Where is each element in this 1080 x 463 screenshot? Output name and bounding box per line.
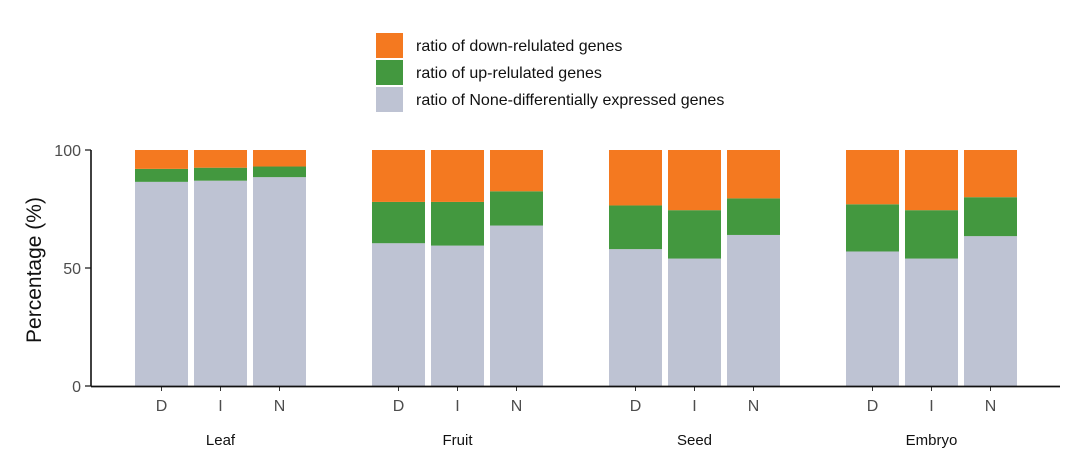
legend-label: ratio of down-relulated genes [416,38,622,55]
x-tick-label: I [218,398,222,415]
y-tick-label: 0 [72,379,81,396]
x-tick-label: N [748,398,760,415]
bar-segment [609,249,662,386]
bar-segment [964,236,1017,386]
bar-segment [490,150,543,192]
axes [85,149,1060,391]
x-tick-label: N [274,398,286,415]
bar-segment [668,258,721,386]
y-tick-label: 100 [54,143,81,160]
bar-segment [372,201,425,244]
legend-label: ratio of None-differentially expressed g… [416,92,724,109]
bar-segment [668,210,721,259]
bar-segment [372,150,425,202]
legend-label: ratio of up-relulated genes [416,65,602,82]
bar-segment [490,225,543,386]
bar-segment [253,177,306,386]
group-label: Fruit [443,432,474,449]
bar-segment [135,181,188,386]
bar-segment [609,205,662,250]
bar-segment [846,204,899,252]
bar-segment [905,210,958,259]
y-axis-title: Percentage (%) [23,197,46,343]
bar-segment [727,198,780,235]
group-label: Seed [677,432,712,449]
x-tick-label: I [455,398,459,415]
bar-segment [905,258,958,386]
x-tick-label: I [692,398,696,415]
legend-swatch [376,87,403,112]
bar-segment [431,150,484,202]
bar-segment [194,150,247,168]
labels: D I N Leaf D I N Fruit D I N Seed D I N Embryo 0 50 100 Per… [23,143,996,449]
x-tick-label: D [393,398,405,415]
bar-segment [846,251,899,386]
bar-segment [668,150,721,211]
x-tick-label: D [156,398,168,415]
bar-segment [135,168,188,182]
bar-segment [727,150,780,199]
legend: ratio of down-relulated genes ratio of up… [376,33,724,112]
bar-segment [372,243,425,386]
bar-segment [609,150,662,206]
bar-segment [905,150,958,211]
bar-segment [194,167,247,181]
bar-segment [194,180,247,386]
bar-segment [431,201,484,246]
bar-segment [431,245,484,386]
bar-segment [253,166,306,178]
x-tick-label: I [929,398,933,415]
x-tick-label: D [630,398,642,415]
x-tick-label: N [985,398,997,415]
x-tick-label: D [867,398,879,415]
bar-segment [490,191,543,226]
bar-segment [846,150,899,205]
bar-segment [727,234,780,386]
bar-segment [135,150,188,169]
bar-segment [964,150,1017,198]
y-tick-label: 50 [63,261,81,278]
legend-swatch [376,33,403,58]
x-tick-label: N [511,398,523,415]
group-label: Leaf [206,432,236,449]
group-label: Embryo [906,432,958,449]
bar-segment [253,150,306,167]
bar-segment [964,197,1017,237]
legend-swatch [376,60,403,85]
bars [135,150,1017,386]
